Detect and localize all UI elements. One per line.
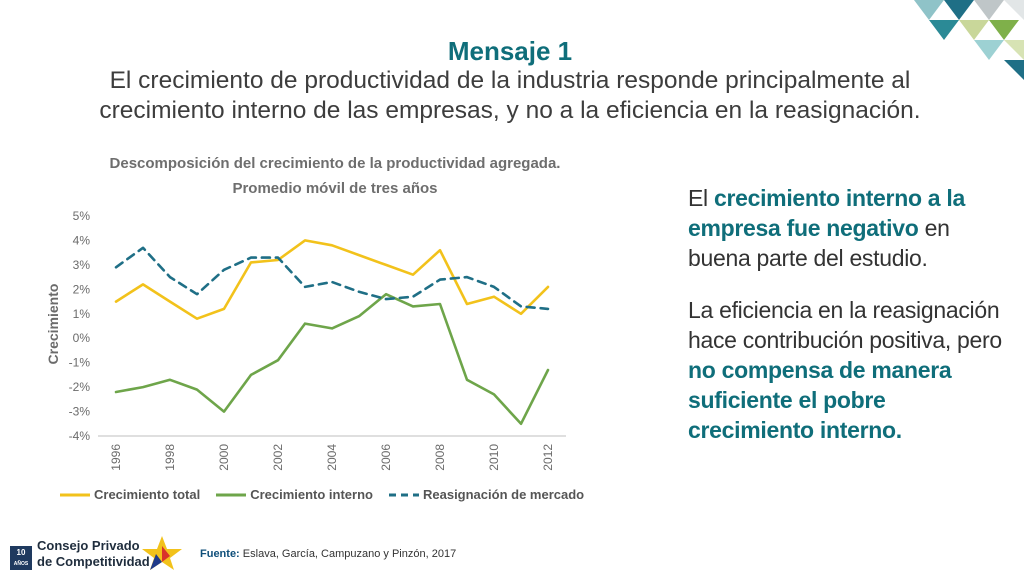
y-tick-label: -1% (69, 356, 91, 370)
legend-item-interno: Crecimiento interno (216, 487, 373, 502)
y-tick-label: 4% (73, 233, 91, 247)
message-block: Mensaje 1 El crecimiento de productivida… (20, 36, 1000, 126)
organization-logo-text: Consejo Privado de Competitividad (37, 538, 150, 570)
y-axis-title: Crecimiento (45, 284, 61, 365)
legend-item-total: Crecimiento total (60, 487, 200, 502)
y-tick-label: 5% (73, 209, 91, 223)
source-text: Eslava, García, Campuzano y Pinzón, 2017 (242, 548, 457, 560)
side-paragraph-1: El crecimiento interno a la empresa fue … (688, 183, 1008, 273)
y-tick-label: 2% (73, 282, 91, 296)
y-tick-label: -2% (69, 380, 91, 394)
legend-label-total: Crecimiento total (94, 487, 201, 502)
star-logo-icon (142, 536, 182, 570)
x-tick-label: 2004 (325, 444, 339, 471)
y-tick-label: 3% (73, 258, 91, 272)
side-paragraph-2: La eficiencia en la reasignación hace co… (688, 295, 1008, 445)
y-tick-label: -3% (69, 405, 91, 419)
side-p2-text-a: La eficiencia en la reasignación hace co… (688, 297, 1002, 353)
x-tick-label: 2010 (487, 444, 501, 471)
x-tick-label: 2008 (433, 444, 447, 471)
series-line-interno (114, 292, 550, 426)
x-tick-label: 1998 (163, 444, 177, 471)
chart-title: Descomposición del crecimiento de la pro… (109, 155, 561, 172)
legend-item-reasignacion: Reasignación de mercado (388, 487, 585, 502)
y-tick-label: 1% (73, 307, 91, 321)
source-label: Fuente: (200, 548, 240, 560)
chart-legend: Crecimiento total Crecimiento interno Re… (60, 487, 584, 502)
side-commentary: El crecimiento interno a la empresa fue … (688, 183, 1008, 467)
side-p2-highlight: no compensa de manera suficiente el pobr… (688, 357, 952, 443)
footer: 10 AÑOS Consejo Privado de Competitividad… (10, 532, 1014, 572)
logo-line-2: de Competitividad (37, 554, 150, 569)
chart-subtitle: Promedio móvil de tres años (232, 180, 438, 197)
legend-swatch-reasignacion (388, 493, 419, 496)
legend-label-interno: Crecimiento interno (250, 487, 373, 502)
legend-swatch-interno (216, 493, 247, 496)
badge-subtext: AÑOS (13, 561, 29, 567)
anniversary-badge: 10 AÑOS (10, 546, 32, 570)
side-p1-text-a: El (688, 185, 714, 211)
line-chart: 5% 4% 3% 2% 1% 0% -1% -2% -3% -4% 1996 1998 2000 2002… (45, 209, 566, 471)
y-tick-label: -4% (69, 429, 91, 443)
corner-decoration (914, 0, 1024, 80)
side-p1-text-b: en buena parte del estudio. (688, 215, 950, 271)
legend-swatch-total (60, 493, 90, 496)
x-tick-label: 1996 (109, 444, 123, 471)
series-line-total (114, 239, 550, 321)
source-note: Fuente: Eslava, García, Campuzano y Pinz… (200, 548, 456, 560)
x-tick-label: 2000 (217, 444, 231, 471)
message-line-2: crecimiento interno de las empresas, y n… (99, 97, 921, 124)
message-line-1: El crecimiento de productividad de la in… (109, 67, 911, 94)
legend-label-reasignacion: Reasignación de mercado (422, 487, 585, 502)
x-tick-label: 2002 (271, 444, 285, 471)
x-tick-label: 2012 (541, 444, 555, 471)
message-title: Mensaje 1 (447, 36, 573, 66)
logo-line-1: Consejo Privado (37, 538, 140, 553)
side-p1-highlight: crecimiento interno a la empresa fue neg… (688, 185, 965, 241)
badge-number: 10 (16, 548, 26, 557)
x-tick-label: 2006 (379, 444, 393, 471)
y-tick-label: 0% (73, 331, 91, 345)
